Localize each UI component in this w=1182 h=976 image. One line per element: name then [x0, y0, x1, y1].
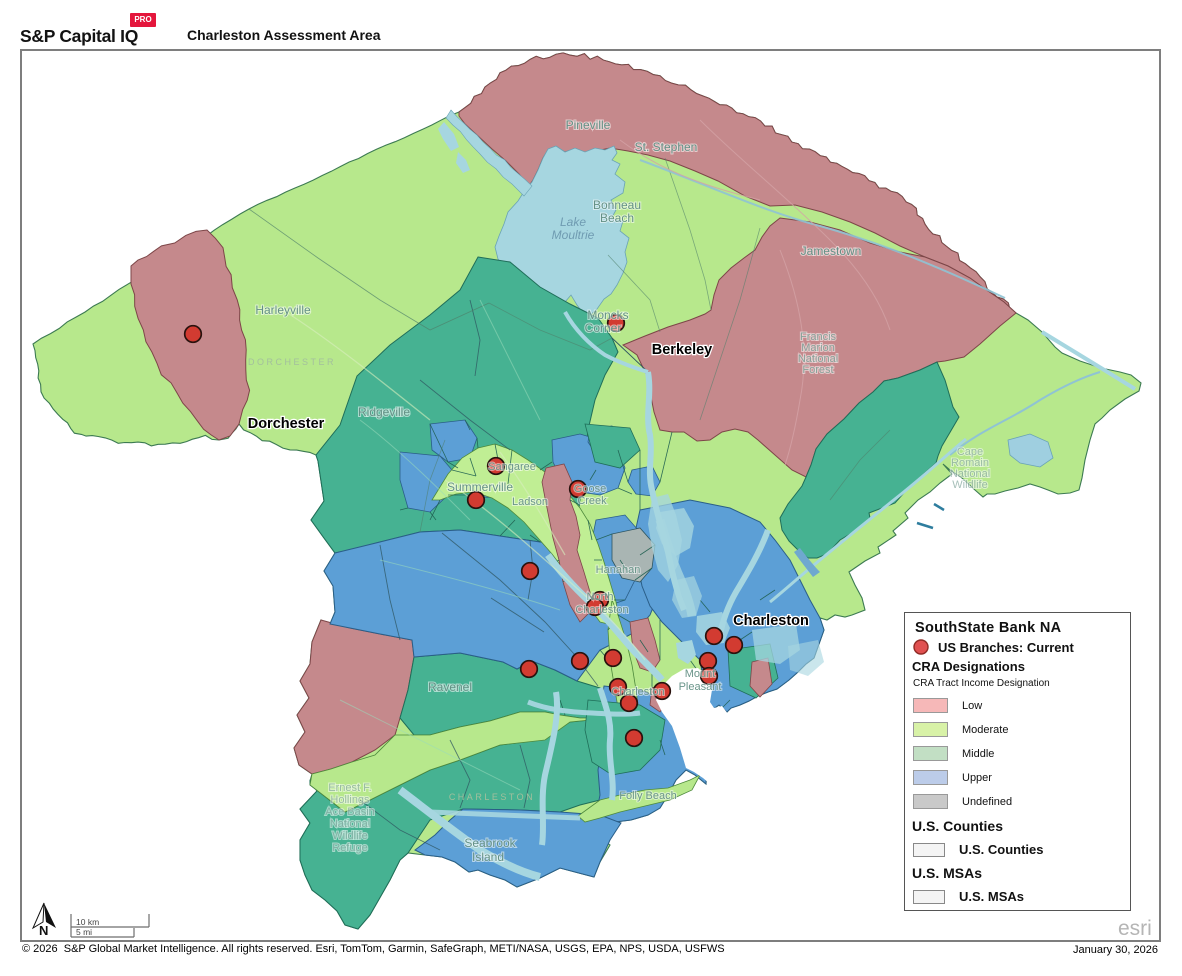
svg-text:Harleyville: Harleyville: [255, 303, 311, 317]
svg-text:Marion: Marion: [801, 342, 835, 354]
svg-text:CHARLESTON: CHARLESTON: [449, 792, 535, 802]
svg-text:Folly Beach: Folly Beach: [619, 790, 676, 802]
svg-text:Cape: Cape: [957, 446, 983, 458]
svg-text:Summerville: Summerville: [447, 480, 513, 494]
svg-text:National: National: [950, 468, 990, 480]
svg-text:Wildlife: Wildlife: [952, 479, 987, 491]
svg-text:Lake: Lake: [560, 215, 586, 229]
svg-text:Charleston: Charleston: [611, 686, 664, 698]
svg-text:Forest: Forest: [802, 364, 833, 376]
svg-text:DORCHESTER: DORCHESTER: [248, 357, 336, 367]
svg-text:Creek: Creek: [577, 495, 607, 507]
svg-text:Ravenel: Ravenel: [428, 680, 472, 694]
svg-text:Seabrook: Seabrook: [464, 836, 516, 850]
svg-text:Dorchester: Dorchester: [248, 416, 325, 432]
svg-text:Ernest F.: Ernest F.: [328, 782, 371, 794]
svg-text:Charleston: Charleston: [575, 604, 628, 616]
svg-text:Sangaree: Sangaree: [488, 461, 536, 473]
svg-text:National: National: [798, 353, 838, 365]
svg-text:Beach: Beach: [600, 211, 634, 225]
svg-text:Bonneau: Bonneau: [593, 198, 641, 212]
svg-text:Goose: Goose: [574, 483, 606, 495]
svg-text:Jamestown: Jamestown: [801, 244, 862, 258]
svg-text:10 km: 10 km: [76, 917, 99, 927]
svg-text:Romain: Romain: [951, 457, 989, 469]
svg-text:Pleasant: Pleasant: [679, 681, 722, 693]
svg-text:Francis: Francis: [800, 331, 837, 343]
svg-text:Hollings: Hollings: [330, 794, 370, 806]
svg-text:Charleston: Charleston: [733, 613, 809, 629]
svg-text:Mount: Mount: [685, 668, 716, 680]
svg-text:Ridgeville: Ridgeville: [358, 405, 410, 419]
svg-text:St. Stephen: St. Stephen: [635, 140, 698, 154]
svg-text:Ladson: Ladson: [512, 496, 548, 508]
svg-text:Refuge: Refuge: [332, 842, 367, 854]
svg-text:Wildlife: Wildlife: [332, 830, 367, 842]
svg-text:Corner: Corner: [585, 321, 622, 335]
svg-text:5 mi: 5 mi: [76, 927, 92, 937]
svg-text:Pineville: Pineville: [566, 118, 611, 132]
svg-text:Ace Basin: Ace Basin: [325, 806, 375, 818]
svg-text:Moultrie: Moultrie: [552, 228, 595, 242]
svg-text:Hanahan: Hanahan: [596, 564, 641, 576]
svg-text:Island: Island: [472, 850, 504, 864]
svg-text:National: National: [330, 818, 370, 830]
svg-text:Moncks: Moncks: [587, 308, 628, 322]
svg-text:North: North: [587, 591, 614, 603]
svg-text:Berkeley: Berkeley: [652, 342, 712, 358]
